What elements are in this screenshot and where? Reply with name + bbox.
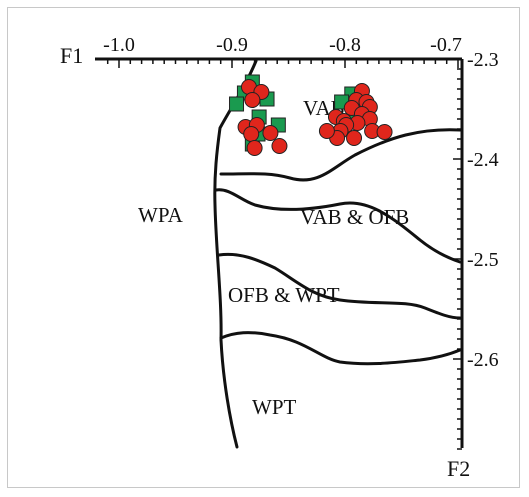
data-point-circle — [318, 123, 335, 139]
boundary-wpt-top — [219, 331, 462, 366]
data-point-circle — [346, 130, 363, 146]
field-labels: VAB VAB & OFB WPA OFB & WPT WPT — [138, 96, 409, 419]
x-axis: F1 -1.0 -0.9 -0.8 -0.7 — [60, 34, 462, 68]
x-axis-title: F1 — [60, 43, 83, 68]
y-axis: F2 -2.3 -2.4 -2.5 -2.6 — [447, 49, 499, 481]
data-point-circle — [246, 140, 263, 156]
data-point-circle — [376, 124, 393, 140]
field-label-wpt: WPT — [252, 395, 297, 419]
x-tick-label: -0.8 — [329, 34, 361, 56]
figure-frame — [7, 7, 520, 488]
field-boundaries — [213, 59, 462, 449]
y-axis-title: F2 — [447, 456, 470, 481]
data-point-square — [229, 96, 245, 112]
field-label-wpa: WPA — [138, 203, 184, 227]
data-point-circle — [244, 92, 261, 108]
y-tick-label: -2.6 — [467, 349, 499, 371]
y-ticks: -2.3 -2.4 -2.5 -2.6 — [453, 49, 499, 450]
data-point-circle — [243, 126, 260, 142]
boundary-vabofb-bottom — [214, 188, 462, 264]
data-point-circle — [262, 125, 279, 141]
y-tick-label: -2.3 — [467, 49, 499, 71]
x-tick-label: -0.9 — [216, 34, 248, 56]
boundary-ofbwpt-bottom — [217, 252, 462, 320]
data-markers — [229, 74, 393, 156]
y-tick-label: -2.5 — [467, 249, 499, 271]
x-ticks: -1.0 -0.9 -0.8 -0.7 — [103, 34, 462, 68]
boundary-vab-bottom — [219, 128, 462, 182]
boundary-wpa-left — [213, 59, 258, 449]
y-tick-label: -2.4 — [467, 149, 499, 171]
field-label-vab-ofb: VAB & OFB — [300, 205, 409, 229]
data-point-circle — [271, 138, 288, 154]
x-tick-label: -0.7 — [430, 34, 462, 56]
field-label-ofb-wpt: OFB & WPT — [228, 283, 340, 307]
x-tick-label: -1.0 — [103, 34, 135, 56]
